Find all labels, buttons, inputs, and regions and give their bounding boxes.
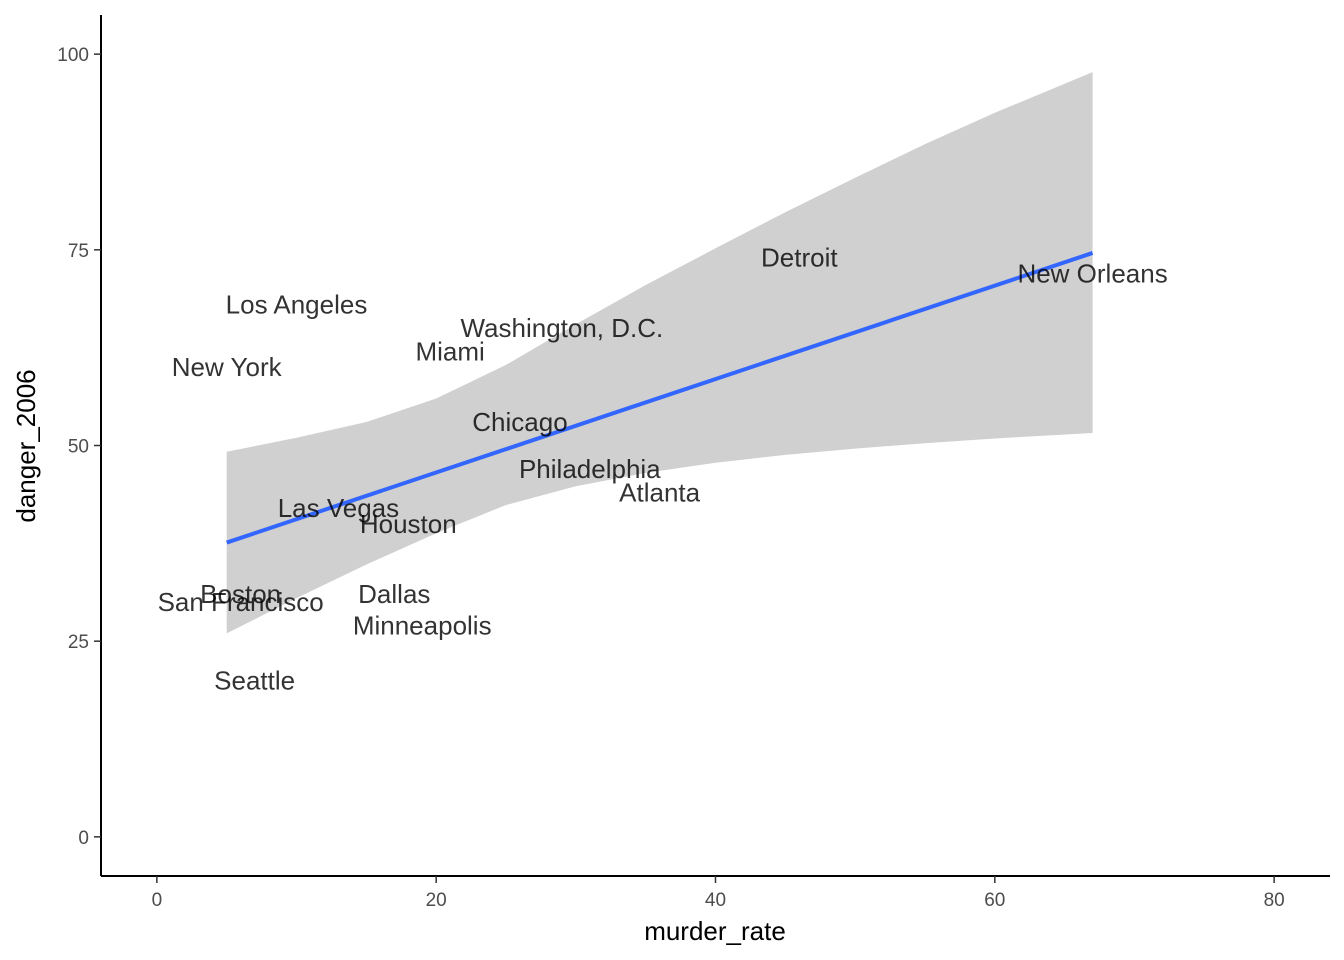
point-label: Chicago	[472, 407, 567, 437]
point-label: San Francisco	[158, 587, 324, 617]
point-label-layer: New Orleans Detroit Los Angeles Washington,…	[158, 243, 1168, 696]
point-label: Philadelphia	[519, 454, 661, 484]
point-label: Boston	[200, 579, 281, 609]
point-label: New York	[172, 352, 283, 382]
trend-line	[226, 251, 1094, 545]
point-label: Detroit	[761, 243, 838, 273]
point-label: New Orleans	[1017, 258, 1167, 288]
point-label: Dallas	[358, 579, 430, 609]
y-tick-label: 50	[68, 437, 89, 458]
y-tick-label: 0	[78, 828, 89, 849]
tick-layer: 0 20 40 60 80 0 25 50 75 100	[57, 45, 1284, 911]
x-tick-label: 60	[984, 890, 1005, 911]
point-label: Atlanta	[619, 477, 700, 507]
x-axis-title: murder_rate	[644, 916, 786, 946]
trend-line-layer	[226, 251, 1094, 545]
y-tick-label: 75	[68, 241, 89, 262]
x-tick-label: 80	[1264, 890, 1285, 911]
x-tick-label: 0	[152, 890, 163, 911]
confidence-band-layer	[226, 72, 1093, 634]
y-tick-label: 100	[57, 45, 89, 66]
point-label: Los Angeles	[226, 290, 368, 320]
x-tick-label: 20	[426, 890, 447, 911]
point-label: Miami	[415, 337, 484, 367]
point-label: Seattle	[214, 665, 295, 695]
y-axis-title: danger_2006	[11, 369, 41, 522]
point-label: Minneapolis	[353, 611, 492, 641]
point-label: Houston	[360, 509, 457, 539]
point-label: Las Vegas	[278, 493, 399, 523]
point-label: Washington, D.C.	[460, 313, 663, 343]
confidence-band	[226, 72, 1093, 634]
x-tick-label: 40	[705, 890, 726, 911]
y-tick-label: 25	[68, 632, 89, 653]
